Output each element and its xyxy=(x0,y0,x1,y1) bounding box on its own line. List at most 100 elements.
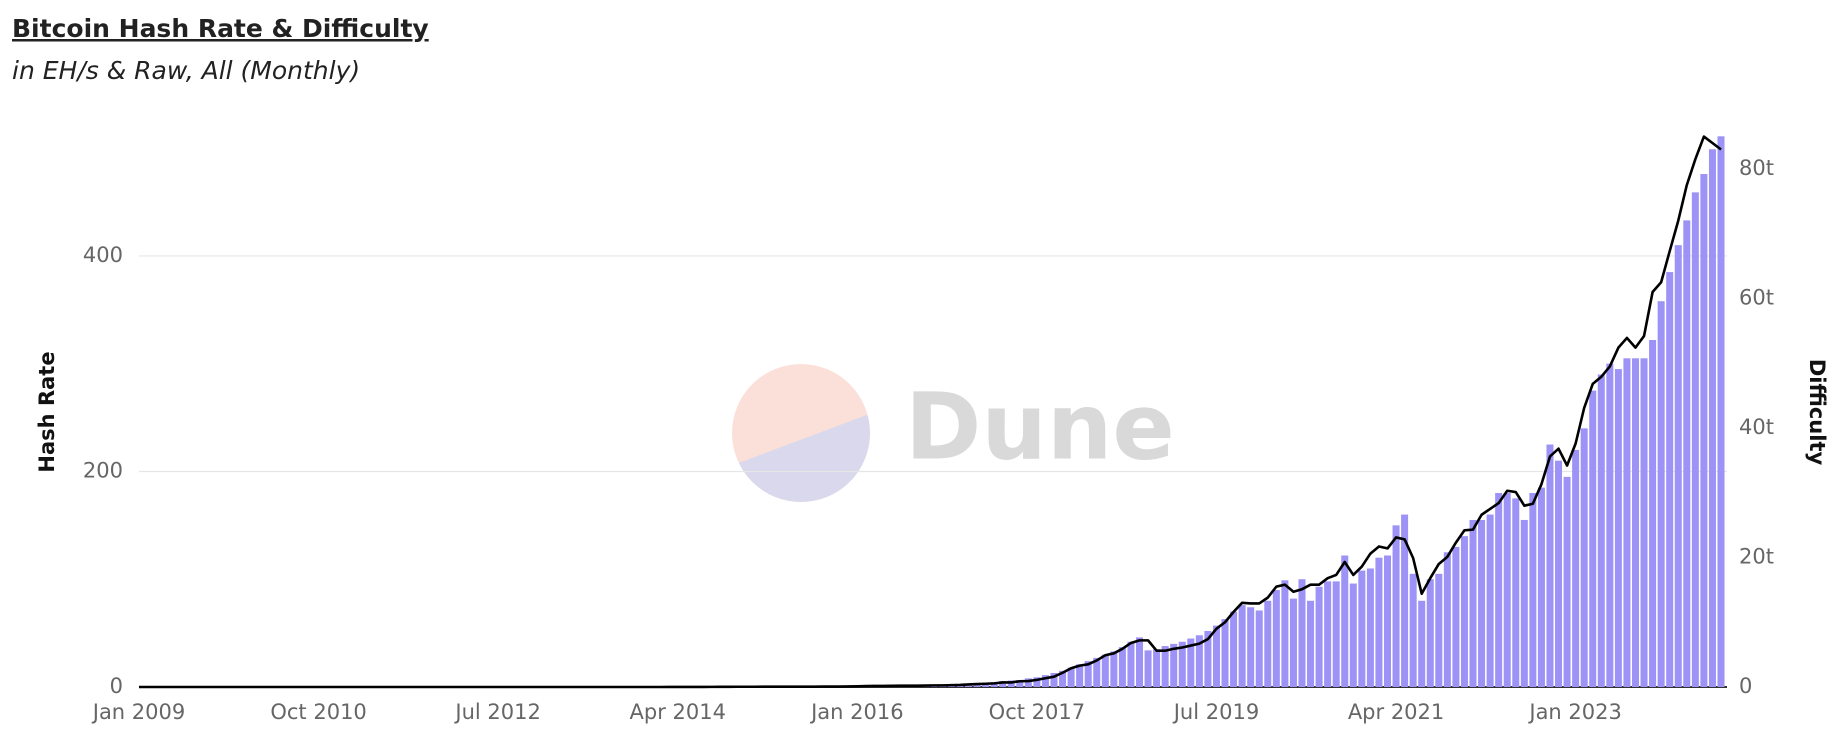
x-tick-label: Jan 2009 xyxy=(91,700,186,724)
bar xyxy=(1649,339,1657,687)
bar xyxy=(1204,630,1212,687)
bar xyxy=(1563,476,1571,687)
bar xyxy=(1520,519,1528,687)
bar xyxy=(1332,581,1340,687)
bar xyxy=(999,681,1007,687)
bar xyxy=(1187,638,1195,687)
bar xyxy=(1401,514,1409,687)
bar xyxy=(1597,374,1605,687)
bar xyxy=(1093,657,1101,687)
bar xyxy=(1460,536,1468,687)
bar xyxy=(1281,580,1289,687)
bar xyxy=(1144,650,1152,687)
bar xyxy=(1059,670,1067,687)
bar xyxy=(1623,358,1631,687)
bar xyxy=(1640,358,1648,687)
bar xyxy=(1024,678,1032,687)
bar xyxy=(1136,637,1144,687)
bar xyxy=(1247,607,1255,687)
bar xyxy=(1631,358,1639,687)
bar xyxy=(1418,600,1426,687)
bar xyxy=(1264,600,1272,687)
bar xyxy=(1469,519,1477,687)
bar xyxy=(1478,519,1486,687)
bar xyxy=(1700,174,1708,688)
y2-tick-label: 20t xyxy=(1739,544,1774,568)
bar xyxy=(1067,667,1075,687)
bar xyxy=(1101,654,1109,687)
bar xyxy=(1033,677,1041,687)
bar xyxy=(1555,460,1563,687)
bar xyxy=(1358,570,1366,687)
bar xyxy=(1255,610,1263,687)
y2-tick-label: 60t xyxy=(1739,285,1774,309)
bar xyxy=(1341,555,1349,687)
line xyxy=(139,135,1722,689)
x-tick-label: Apr 2021 xyxy=(1348,700,1444,724)
bar xyxy=(1118,647,1126,687)
bar xyxy=(1076,664,1084,687)
bar xyxy=(1221,619,1229,687)
y2-tick-label: 40t xyxy=(1739,415,1774,439)
bar xyxy=(1691,192,1699,687)
bar xyxy=(1238,605,1246,687)
bar xyxy=(1195,635,1203,687)
bar xyxy=(1366,568,1374,687)
y-tick-label: 200 xyxy=(83,458,123,482)
bar xyxy=(1349,583,1357,687)
y2-tick-label: 0 xyxy=(1739,674,1752,698)
y2-tick-label: 80t xyxy=(1739,156,1774,180)
bar xyxy=(1041,675,1049,687)
y-tick-label: 400 xyxy=(83,243,123,267)
bar xyxy=(1503,493,1511,687)
bar xyxy=(1315,586,1323,687)
x-tick-label: Oct 2010 xyxy=(270,700,366,724)
bar xyxy=(1537,487,1545,687)
bar xyxy=(1708,149,1716,687)
bar xyxy=(1392,525,1400,687)
bar xyxy=(1153,649,1161,687)
bar xyxy=(1324,581,1332,687)
y-axis-label: Hash Rate xyxy=(35,351,59,472)
x-tick-label: Oct 2017 xyxy=(989,700,1085,724)
bar xyxy=(1717,136,1725,688)
bar xyxy=(1289,598,1297,687)
bar xyxy=(1683,220,1691,687)
bar xyxy=(1443,552,1451,687)
x-tick-label: Jan 2016 xyxy=(809,700,904,724)
bar xyxy=(1298,579,1306,687)
y-tick-label: 0 xyxy=(110,674,123,698)
bar xyxy=(1178,641,1186,687)
x-tick-label: Apr 2014 xyxy=(630,700,726,724)
bar xyxy=(1307,600,1315,687)
bar xyxy=(1657,301,1665,687)
bar xyxy=(1272,590,1280,687)
bar xyxy=(1170,643,1178,687)
bar xyxy=(1589,390,1597,687)
bar xyxy=(1666,272,1674,687)
chart-subtitle: in EH/s & Raw, All (Monthly) xyxy=(12,56,360,85)
bar xyxy=(1050,672,1058,687)
bar xyxy=(1127,641,1135,687)
chart-title: Bitcoin Hash Rate & Difficulty xyxy=(12,14,429,43)
bar xyxy=(1486,514,1494,687)
bar xyxy=(1409,573,1417,687)
bar xyxy=(1606,363,1614,687)
bar xyxy=(1452,546,1460,687)
bar xyxy=(1383,555,1392,687)
y2-axis-label: Difficulty xyxy=(1805,359,1829,466)
bar xyxy=(1007,680,1015,687)
watermark: Dune xyxy=(905,373,1175,480)
bar xyxy=(1546,444,1554,687)
bar xyxy=(1674,245,1682,687)
bar xyxy=(1230,611,1238,687)
bar xyxy=(1084,661,1092,687)
bar xyxy=(1212,625,1220,687)
bar xyxy=(1580,428,1588,687)
x-tick-label: Jan 2023 xyxy=(1527,700,1622,724)
bar xyxy=(1016,679,1024,687)
bar xyxy=(1375,557,1383,687)
watermark-logo xyxy=(732,364,870,502)
bar xyxy=(1435,573,1443,687)
